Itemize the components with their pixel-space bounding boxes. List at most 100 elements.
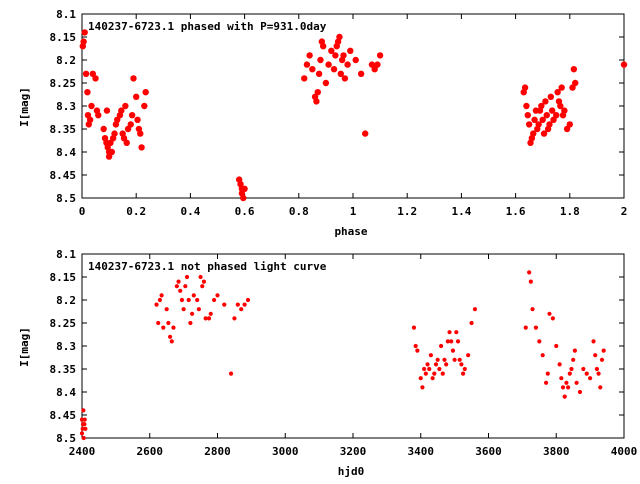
unphased-data-point <box>594 366 600 372</box>
unphased-data-point <box>174 284 179 289</box>
phased-data-point <box>344 61 351 68</box>
phased-data-point <box>561 107 568 114</box>
unphased-data-point <box>569 366 574 372</box>
phased-y-tick-label: 8.4 <box>56 146 76 159</box>
phased-data-point <box>123 139 130 146</box>
phased-y-tick-label: 8.1 <box>56 8 76 21</box>
phased-y-tick-label: 8.3 <box>56 100 76 113</box>
unphased-data-point <box>232 316 237 321</box>
unphased-y-tick-label: 8.3 <box>56 340 76 353</box>
phased-data-point <box>538 102 545 110</box>
unphased-data-point <box>189 311 195 316</box>
unphased-data-point <box>545 371 550 376</box>
unphased-data-point <box>423 371 428 376</box>
unphased-data-point <box>181 307 186 312</box>
unphased-y-tick-label: 8.1 <box>56 248 76 261</box>
unphased-data-point <box>530 307 535 312</box>
unphased-data-point <box>81 435 86 441</box>
unphased-data-point <box>444 362 449 367</box>
unphased-data-point <box>201 279 207 284</box>
unphased-data-point <box>228 371 234 376</box>
unphased-data-point <box>427 366 432 372</box>
phased-x-tick-label: 1 <box>350 205 357 218</box>
phased-data-point <box>566 121 573 128</box>
unphased-y-tick-label: 8.5 <box>56 432 76 445</box>
phased-chart-title: 140237-6723.1 phased with P=931.0day <box>88 20 327 33</box>
unphased-data-point <box>577 389 583 395</box>
unphased-data-point <box>449 339 454 344</box>
unphased-data-points <box>79 270 606 441</box>
phased-x-tick-label: 1.4 <box>451 205 471 218</box>
unphased-data-point <box>432 371 437 376</box>
unphased-data-point <box>450 348 456 353</box>
unphased-data-point <box>198 274 203 280</box>
phased-x-tick-label: 1.2 <box>397 205 417 218</box>
unphased-x-tick-label: 3000 <box>272 445 299 458</box>
phased-data-point <box>134 116 141 124</box>
unphased-data-point <box>82 422 87 427</box>
phased-data-point <box>553 112 560 119</box>
unphased-data-point <box>571 357 576 362</box>
unphased-data-point <box>452 357 457 362</box>
unphased-x-axis-label: hjd0 <box>338 465 365 478</box>
unphased-data-point <box>598 385 603 390</box>
phased-data-point <box>531 116 538 124</box>
unphased-data-point <box>566 385 571 390</box>
phased-data-point <box>241 185 248 192</box>
unphased-data-point <box>178 288 183 293</box>
phased-data-point <box>543 112 550 119</box>
unphased-data-point <box>164 307 169 312</box>
phased-data-point <box>82 70 90 78</box>
unphased-y-axis-label: I[mag] <box>18 327 31 367</box>
unphased-data-point <box>581 366 586 372</box>
unphased-data-point <box>186 297 191 303</box>
unphased-data-point <box>523 325 528 330</box>
phased-y-tick-label: 8.15 <box>50 31 77 44</box>
unphased-data-point <box>537 339 542 344</box>
phased-data-point <box>100 125 107 133</box>
phased-data-point <box>521 84 529 91</box>
phased-data-point <box>322 79 330 87</box>
unphased-data-point <box>83 426 88 431</box>
phased-data-point <box>570 66 578 73</box>
phased-data-point <box>128 112 136 119</box>
unphased-x-tick-label: 3600 <box>475 445 502 458</box>
unphased-data-point <box>440 371 445 376</box>
unphased-y-tick-label: 8.45 <box>50 409 77 422</box>
unphased-data-point <box>599 357 605 362</box>
unphased-data-point <box>79 431 85 436</box>
phased-data-point <box>142 89 149 96</box>
unphased-data-point <box>179 297 185 303</box>
phased-data-point <box>558 84 565 91</box>
unphased-data-point <box>195 297 200 303</box>
unphased-light-curve-panel: 140237-6723.1 not phased light curve hjd… <box>18 248 637 478</box>
unphased-data-point <box>601 348 606 353</box>
unphased-data-point <box>559 376 564 381</box>
phased-data-point <box>557 102 564 110</box>
phased-data-point <box>108 148 116 156</box>
unphased-data-point <box>206 316 212 321</box>
phased-data-point <box>86 116 94 124</box>
unphased-data-point <box>415 348 420 353</box>
phased-y-axis-label: I[mag] <box>18 87 31 127</box>
phased-x-tick-label: 0.6 <box>235 205 255 218</box>
unphased-data-point <box>455 339 461 344</box>
unphased-data-point <box>472 307 478 312</box>
unphased-data-point <box>459 362 464 367</box>
phased-data-point <box>524 112 531 119</box>
unphased-data-point <box>540 353 545 358</box>
phased-data-point <box>547 93 555 101</box>
phased-data-point <box>332 52 339 59</box>
unphased-data-point <box>460 371 466 376</box>
phased-y-tick-label: 8.2 <box>56 54 76 67</box>
phased-x-tick-label: 1.8 <box>560 205 580 218</box>
unphased-data-point <box>418 376 423 381</box>
unphased-data-point <box>82 417 87 422</box>
unphased-data-point <box>196 307 201 312</box>
unphased-data-point <box>442 357 447 362</box>
unphased-data-point <box>188 320 193 326</box>
unphased-y-tick-label: 8.15 <box>50 271 77 284</box>
unphased-data-point <box>457 357 462 362</box>
